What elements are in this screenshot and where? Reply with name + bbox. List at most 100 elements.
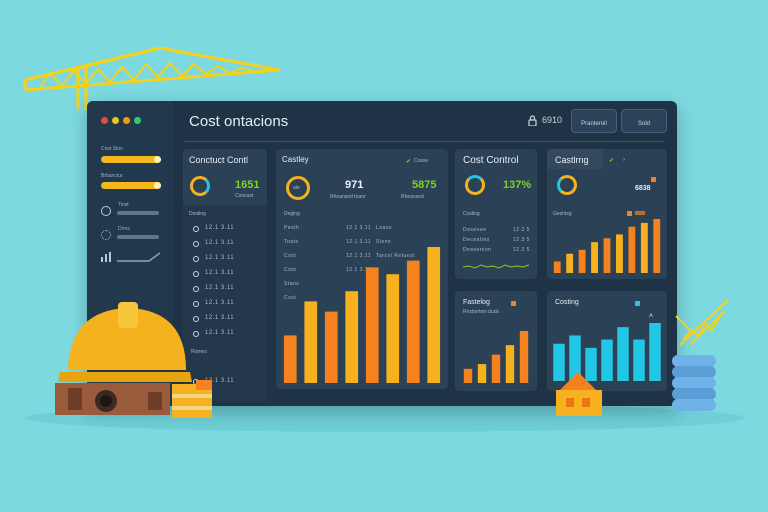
lock-value: 6910 [542,115,563,125]
chart-bar [653,219,661,273]
bar-chart [463,331,529,383]
window-dot-yellow[interactable] [112,117,119,124]
row-icon [193,271,199,277]
kpi-caption-1: Rheansed toanr [330,194,366,200]
sidebar-slider-2[interactable] [101,182,161,189]
donut-chart [465,175,485,195]
header-button-1-label: Pranteroil [581,121,607,127]
header-button-1[interactable]: Pranteroil [571,109,617,133]
sidebar-item-label: Drrec [118,226,131,232]
c-icon [101,206,111,216]
table-cell: Toats [284,239,299,245]
chart-bar [616,234,623,273]
panel-title: Cost Control [463,155,519,166]
window-title: Cost ontacions [189,113,289,130]
section-label: Cosling [463,211,480,217]
table-row[interactable]: 12.1 3.11 [205,225,235,231]
chart-bar [553,261,561,273]
table-row[interactable]: 12.1 3.11 [205,330,235,336]
chart-icon [101,252,111,262]
window-dot-orange[interactable] [123,117,130,124]
chart-bar [585,347,597,381]
kpi-caption-2: Rheansed [401,194,424,200]
kpi-value: 6838 [635,185,651,192]
window-dot-red[interactable] [101,117,108,124]
chevron-up-icon[interactable]: ˄ [649,313,654,320]
bar-chart [553,219,661,273]
donut-chart [557,175,577,195]
table-cell: Loase [376,225,393,231]
row-icon [193,241,199,247]
row-icon [193,316,199,322]
brick-block [55,383,170,415]
chart-bar [505,345,515,383]
panel-tab[interactable] [547,149,603,169]
table-row[interactable]: 12.1 3.11 [205,315,235,321]
legend-swatch [651,177,656,182]
dashboard-window: Cost Stoo Brbunctur Tinst Drrec Cost ont… [87,101,677,406]
table-row[interactable]: 12.1 3.11 [205,240,235,246]
house [556,372,602,416]
table-cell: Cost [284,253,297,259]
table-row[interactable]: 12.1 3.11 [205,255,235,261]
chart-bar [566,253,574,273]
hard-hat [58,302,192,382]
chart-bar [553,343,565,381]
main-bar-chart [283,247,441,383]
chart-bar [617,327,629,381]
table-cell: Siene [376,239,392,245]
chart-bar [345,291,359,383]
window-dot-green[interactable] [134,117,141,124]
sidebar-label-1: Cost Stoo [101,146,123,152]
kpi-value-1: 971 [345,179,364,191]
chart-bar [304,301,318,383]
table-row[interactable]: 12.1 3.11 [205,270,235,276]
panel-castley: Castley ✔ Cosse ate 971 Rheansed toanr 5… [276,149,448,389]
chart-bar [578,249,586,273]
footer-label: Romes [191,349,207,355]
panel-castlrng: Castlrng ✔ › 6838 Geshtsg [547,149,667,279]
chart-bar [386,274,400,383]
table-row[interactable]: 12.1 3.11 [205,285,235,291]
table-cell: Deseenion [463,247,492,253]
kpi-value: 1651 [235,179,260,191]
legend-swatch [627,211,632,216]
sidebar-label-2: Brbunctur [101,173,123,179]
table-cell: Pesth [284,225,300,231]
table-cell: Desenee [463,227,487,233]
table-cell: Tarcol Retuest [376,253,415,259]
gear-icon [101,230,111,240]
sidebar-item-bar [117,235,159,239]
table-cell: 12.1 3.11 [346,267,371,273]
table-cell: 12.1 3.11 [346,225,371,231]
table-cell: Cost [284,267,297,273]
panel-title: Costing [555,299,579,306]
sidebar-slider-1[interactable] [101,156,161,163]
chart-bar [491,354,501,383]
table-cell: 12.3 5 [513,237,530,243]
panel-costing: Costing ˄ [547,291,667,391]
table-cell: 12.1 3.11 [346,253,371,259]
chart-bar [406,260,420,383]
lock-icon [528,115,537,126]
chevron-icon[interactable]: › [623,157,625,163]
kpi-value: 137% [503,179,532,191]
kpi-value-2: 5875 [412,179,437,191]
chart-bar [427,247,441,383]
legend-swatch [635,301,640,306]
chart-bar [601,339,613,381]
table-cell: 12.3 5 [513,247,530,253]
chart-bar [365,267,379,383]
header-button-2-label: Sold [637,121,650,127]
chart-bar [283,335,297,383]
chart-bar [591,242,598,273]
header-button-2[interactable]: Sold [621,109,667,133]
chart-bar [628,226,636,273]
sparkline [463,264,529,269]
section-label: Desting [189,211,206,217]
table-row[interactable]: 12.1 3.11 [205,300,235,306]
check-icon: ✔ [406,159,412,165]
row-icon [193,256,199,262]
sidebar-item-label: Tinst [118,202,129,208]
